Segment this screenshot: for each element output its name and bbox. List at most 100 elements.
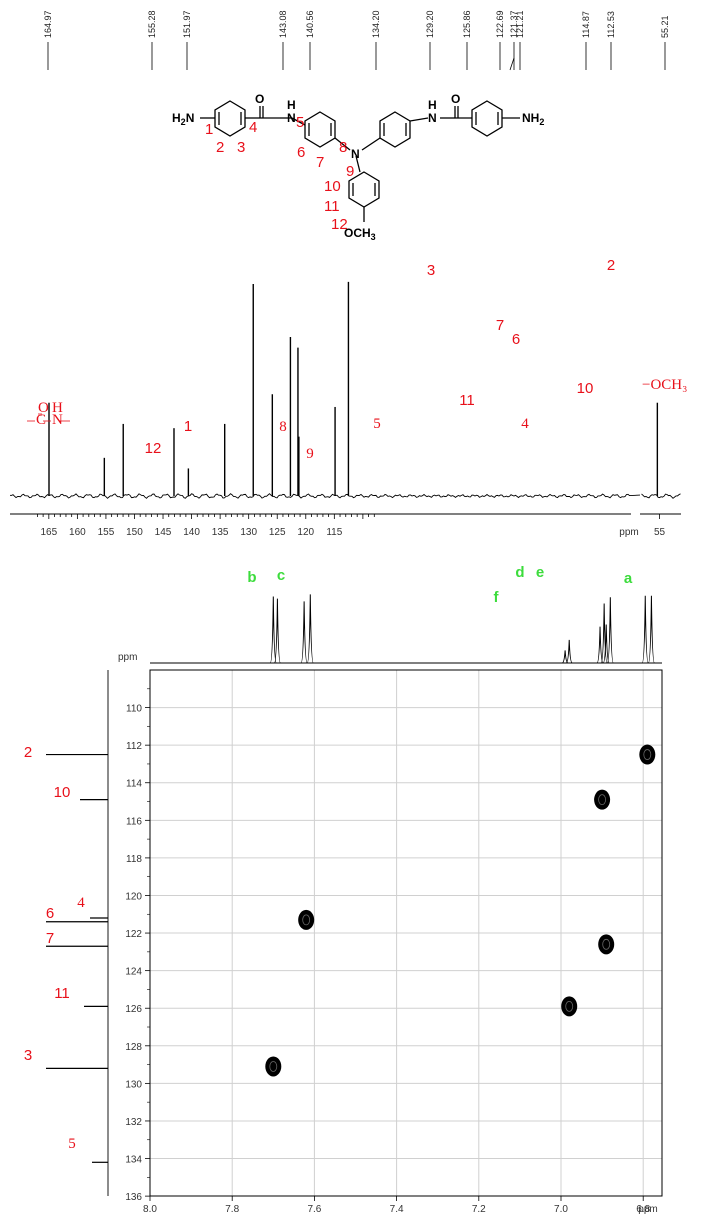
shift-label-0: 164.97 bbox=[43, 10, 53, 38]
shift-leader-diag bbox=[509, 57, 515, 71]
hsqc-y-top-label: ppm bbox=[118, 652, 137, 663]
hsqc-ytick-label-4: 118 bbox=[126, 854, 142, 865]
hsqc-carbon-projection: 2 10 4 6 7 11 3 5 bbox=[24, 670, 109, 1196]
hsqc-cross-peaks bbox=[265, 744, 656, 1077]
hsqc-peak-contour-2 bbox=[302, 914, 311, 926]
atom-h-left: H bbox=[287, 98, 296, 112]
chemical-structure bbox=[200, 100, 520, 222]
pos-12: 12 bbox=[331, 216, 348, 233]
atom-o-left: O bbox=[255, 92, 264, 106]
c13-tick-label-5: 140 bbox=[183, 527, 200, 538]
c13-tick-label-3: 150 bbox=[126, 527, 143, 538]
hsqc-ytick-label-12: 134 bbox=[125, 1155, 142, 1166]
c13-peak-label-10: 4 bbox=[521, 416, 529, 432]
pos-6: 6 bbox=[297, 144, 305, 161]
c13-peak-label-8: 7 bbox=[496, 317, 504, 334]
hsqc-ytick-label-11: 132 bbox=[125, 1117, 142, 1128]
hsqc-ytick-label-7: 124 bbox=[125, 967, 142, 978]
hsqc-xtick-label-1: 7.8 bbox=[225, 1204, 239, 1215]
hsqc-peak-contour-0 bbox=[643, 749, 652, 760]
hsqc-ytick-label-5: 120 bbox=[125, 891, 142, 902]
shift-label-11: 114.87 bbox=[581, 11, 591, 38]
ring-4 bbox=[471, 100, 503, 137]
c13-peak-label-11: 10 bbox=[577, 380, 594, 397]
pos-9: 9 bbox=[346, 163, 354, 180]
hsqc-xtick-label-3: 7.4 bbox=[390, 1204, 404, 1215]
amide-o: O bbox=[38, 400, 49, 416]
hsqc-peak-5 bbox=[265, 1056, 282, 1077]
hsqc-peak-0 bbox=[639, 744, 656, 765]
c13-tick-label-11: ppm bbox=[619, 527, 638, 538]
h1-line-e-1 bbox=[606, 597, 614, 664]
shift-label-13: 55.21 bbox=[660, 15, 670, 38]
h1-line-c-0 bbox=[300, 601, 308, 664]
c13-peak-label-4: 9 bbox=[306, 446, 314, 462]
shift-label-4: 140.56 bbox=[305, 10, 315, 38]
hsqc-x-end-label: ppm bbox=[638, 1204, 657, 1215]
hsqc-ytick-label-2: 114 bbox=[126, 779, 142, 790]
atom-h-right: H bbox=[428, 98, 437, 112]
hsqc-xtick-label-0: 8.0 bbox=[143, 1204, 157, 1215]
hsqc-peak-2 bbox=[298, 909, 315, 930]
c13-tick-label-12: 55 bbox=[654, 527, 666, 538]
hsqc-c-label-5: 5 bbox=[68, 1136, 76, 1152]
c13-peak-label-6: 3 bbox=[427, 262, 435, 279]
hsqc-ytick-label-13: 136 bbox=[125, 1192, 142, 1203]
pos-11: 11 bbox=[324, 198, 340, 215]
hsqc-peak-3 bbox=[598, 934, 615, 955]
h1-projection: b c fd e a ppm bbox=[118, 564, 662, 664]
shift-labels: 164.97 155.28 151.97 143.08 140.56 134.20 129.… bbox=[43, 10, 670, 71]
shift-label-7: 125.86 bbox=[462, 10, 472, 38]
hsqc-ytick-label-0: 110 bbox=[126, 704, 142, 715]
amide-n: N bbox=[52, 412, 63, 428]
atom-n-center: N bbox=[351, 147, 360, 161]
ring-2 bbox=[304, 111, 336, 148]
shift-label-8: 122.69 bbox=[495, 10, 505, 38]
hsqc-grid bbox=[150, 670, 662, 1196]
hsqc-c-label-7: 7 bbox=[46, 930, 54, 947]
h1-label-b: b bbox=[247, 569, 256, 586]
shift-label-6: 129.20 bbox=[425, 10, 435, 38]
h1-line-a-1 bbox=[647, 595, 655, 664]
hsqc-c-label-6: 6 bbox=[46, 905, 54, 922]
shift-label-3: 143.08 bbox=[278, 10, 288, 38]
c13-tick-label-2: 155 bbox=[98, 527, 115, 538]
c13-peak-label-3: 8 bbox=[279, 419, 287, 435]
atom-n-left: N bbox=[287, 111, 296, 125]
hsqc-ytick-label-6: 122 bbox=[125, 929, 142, 940]
shift-label-9: 121.37 bbox=[509, 10, 519, 38]
hsqc-ytick-label-10: 130 bbox=[125, 1079, 142, 1090]
c13-peak-label-7: 11 bbox=[459, 392, 475, 409]
c13-tick-label-9: 120 bbox=[297, 527, 314, 538]
atom-och3: OCH3 bbox=[344, 226, 376, 242]
shift-label-5: 134.20 bbox=[371, 10, 381, 38]
h1-line-c-1 bbox=[306, 594, 314, 664]
c13-peak-label-amide: O HC N bbox=[27, 400, 70, 428]
ring-1 bbox=[214, 100, 246, 137]
hsqc-peak-4 bbox=[561, 996, 578, 1017]
hsqc-c-label-10: 10 bbox=[54, 784, 71, 801]
amide-h: H bbox=[52, 400, 63, 416]
hsqc-peak-contour-5 bbox=[269, 1061, 278, 1072]
atom-o-right: O bbox=[451, 92, 460, 106]
c13-peak-label-5: 5 bbox=[373, 416, 381, 432]
hsqc-c-label-2: 2 bbox=[24, 744, 32, 761]
h1-label-e: e bbox=[536, 564, 544, 581]
h1-line-b-1 bbox=[273, 598, 281, 664]
shift-label-12: 112.53 bbox=[606, 11, 616, 38]
hsqc-xtick-label-4: 7.2 bbox=[472, 1204, 486, 1215]
hsqc-xtick-label-5: 7.0 bbox=[554, 1204, 568, 1215]
hsqc-peak-contour-1 bbox=[598, 794, 606, 806]
hsqc-peak-1 bbox=[594, 789, 611, 810]
pos-8: 8 bbox=[339, 139, 347, 156]
c13-spectrum bbox=[9, 281, 681, 499]
pos-1: 1 bbox=[205, 121, 213, 138]
h1-label-c: c bbox=[277, 567, 285, 584]
h1-label-d: d bbox=[515, 564, 524, 581]
atom-nh-right: N bbox=[428, 111, 437, 125]
structure-labels: H2N O H N N N H O NH2 OCH3 1 2 3 4 5 6 7… bbox=[172, 92, 544, 242]
shift-label-1: 155.28 bbox=[147, 10, 157, 38]
hsqc-ytick-label-3: 116 bbox=[126, 816, 142, 827]
c13-peak-label-1: 12 bbox=[145, 440, 162, 457]
hsqc-c-label-4: 4 bbox=[77, 895, 85, 911]
